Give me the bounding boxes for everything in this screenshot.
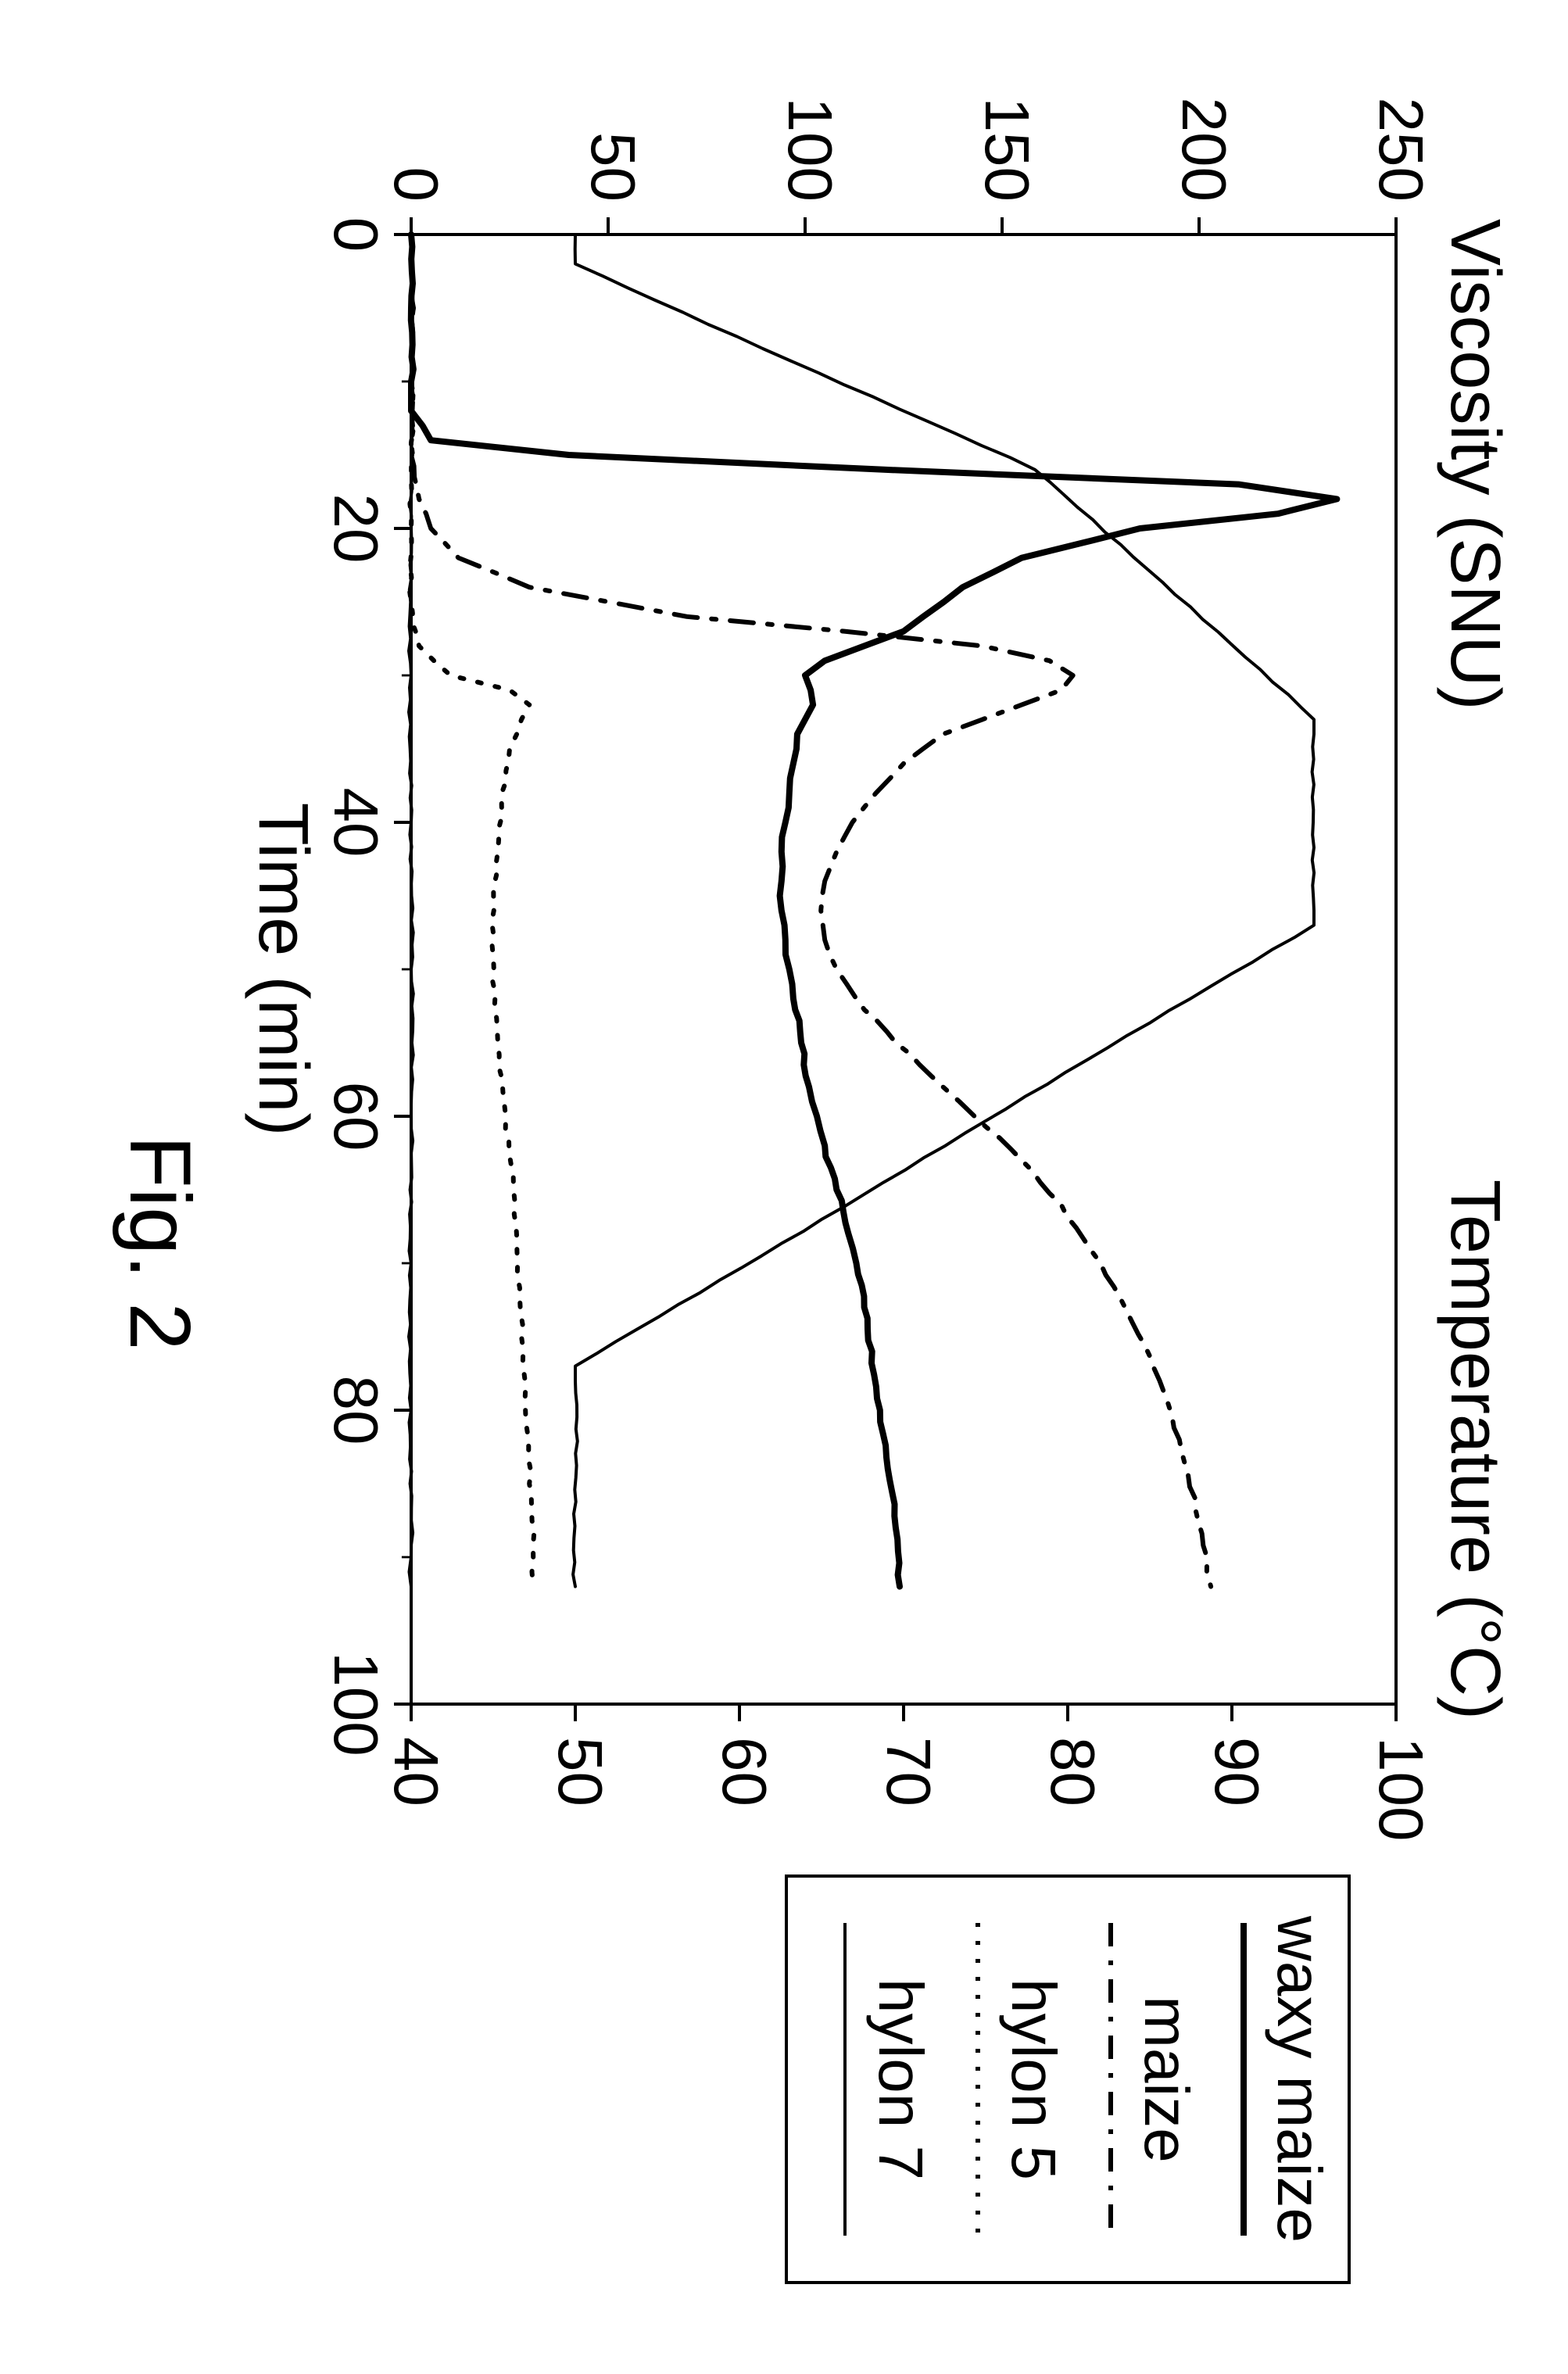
rotated-chart-group: 0 20 40 60 80 100 0 50 100 150 200 250 40 50 60 70 80 90 1…: [112, 98, 1514, 2283]
x-tick-label: 60: [321, 1082, 391, 1151]
y-right-tick-label: 40: [381, 1737, 451, 1806]
y-right-tick-label: 70: [874, 1737, 943, 1806]
series-waxy-maize: [411, 235, 1337, 1587]
y-right-axis-label: Temperature (°C): [1436, 1180, 1514, 1720]
x-tick-label: 100: [321, 1652, 391, 1756]
figure-caption: Fig. 2: [112, 1135, 208, 1350]
y-left-tick-label: 50: [578, 132, 648, 202]
y-right-tick-label: 50: [546, 1737, 615, 1806]
y-right-tick-label: 60: [710, 1737, 779, 1806]
x-tick-label: 80: [321, 1376, 391, 1445]
y-left-axis-label: Viscosity (SNU): [1436, 219, 1514, 710]
x-tick-label: 40: [321, 788, 391, 858]
chart-svg: 0 20 40 60 80 100 0 50 100 150 200 250 40 50 60 70 80 90 1…: [0, 0, 1568, 2374]
x-tick-label: 0: [321, 217, 391, 252]
y-left-tick-label: 0: [381, 167, 451, 202]
series-maize: [411, 235, 1211, 1587]
legend-label-0: waxy maize: [1265, 1915, 1334, 2243]
series-temperature: [573, 235, 1314, 1587]
y-right-tick-label: 90: [1202, 1737, 1272, 1806]
legend-label-2: hylon 5: [999, 1978, 1069, 2180]
y-right-tick-label: 80: [1038, 1737, 1108, 1806]
y-left-tick-label: 150: [972, 98, 1042, 202]
legend-label-3: hylon 7: [866, 1978, 936, 2180]
y-left-tick-label: 250: [1366, 98, 1436, 202]
figure-container: 0 20 40 60 80 100 0 50 100 150 200 250 40 50 60 70 80 90 1…: [0, 0, 1568, 2374]
x-tick-label: 20: [321, 494, 391, 564]
y-right-tick-label: 100: [1366, 1737, 1436, 1841]
y-left-tick-label: 100: [775, 98, 845, 202]
legend-label-1: maize: [1132, 1996, 1201, 2162]
x-axis-label: Time (min): [244, 803, 322, 1137]
y-left-tick-label: 200: [1169, 98, 1239, 202]
